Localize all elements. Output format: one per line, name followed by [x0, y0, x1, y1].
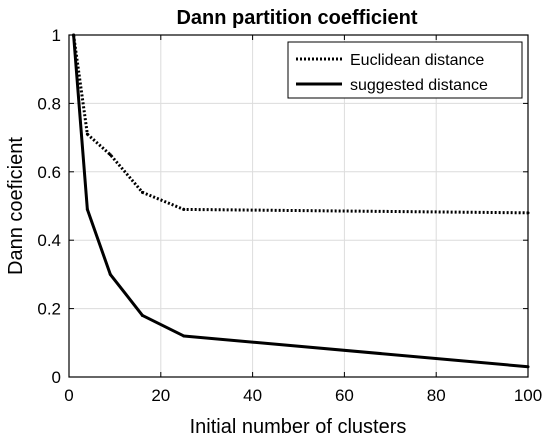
- y-axis-label: Dann coeficient: [5, 137, 27, 275]
- legend-box: [287, 41, 523, 99]
- series-line-suggested-distance: [72, 34, 529, 369]
- x-tick-label: 60: [335, 386, 354, 405]
- data-point-euclidean-distance: [140, 190, 144, 194]
- y-tick-label: 0.6: [37, 163, 61, 182]
- data-point-suggested-distance: [85, 207, 89, 211]
- x-tick-label: 0: [64, 386, 73, 405]
- legend-label-suggested: suggested distance: [350, 77, 488, 94]
- y-tick-label: 0: [52, 368, 61, 387]
- y-tick-label: 1: [52, 26, 61, 45]
- data-point-euclidean-distance: [182, 207, 186, 211]
- data-point-suggested-distance: [140, 313, 144, 317]
- x-tick-label: 80: [427, 386, 446, 405]
- plot-area-frame: [68, 34, 529, 378]
- x-tick-label: 100: [514, 386, 542, 405]
- y-tick-label: 0.2: [37, 300, 61, 319]
- legend: Euclidean distance suggested distance: [287, 41, 523, 99]
- series-layer: [72, 33, 530, 369]
- data-point-euclidean-distance: [85, 132, 89, 136]
- data-point-suggested-distance: [108, 272, 112, 276]
- x-axis-label: Initial number of clusters: [190, 416, 407, 438]
- data-point-suggested-distance: [182, 334, 186, 338]
- legend-label-euclidean: Euclidean distance: [350, 52, 484, 69]
- y-tick-label: 0.8: [37, 94, 61, 113]
- data-point-euclidean-distance: [108, 153, 112, 157]
- x-tick-label: 40: [243, 386, 262, 405]
- y-tick-label: 0.4: [37, 231, 61, 250]
- chart-title: Dann partition coefficient: [176, 7, 417, 29]
- x-tick-label: 20: [151, 386, 170, 405]
- tick-layer: 0 20 40 60 80 100 0 0.2 0.4 0.6 0.8 1: [37, 26, 542, 405]
